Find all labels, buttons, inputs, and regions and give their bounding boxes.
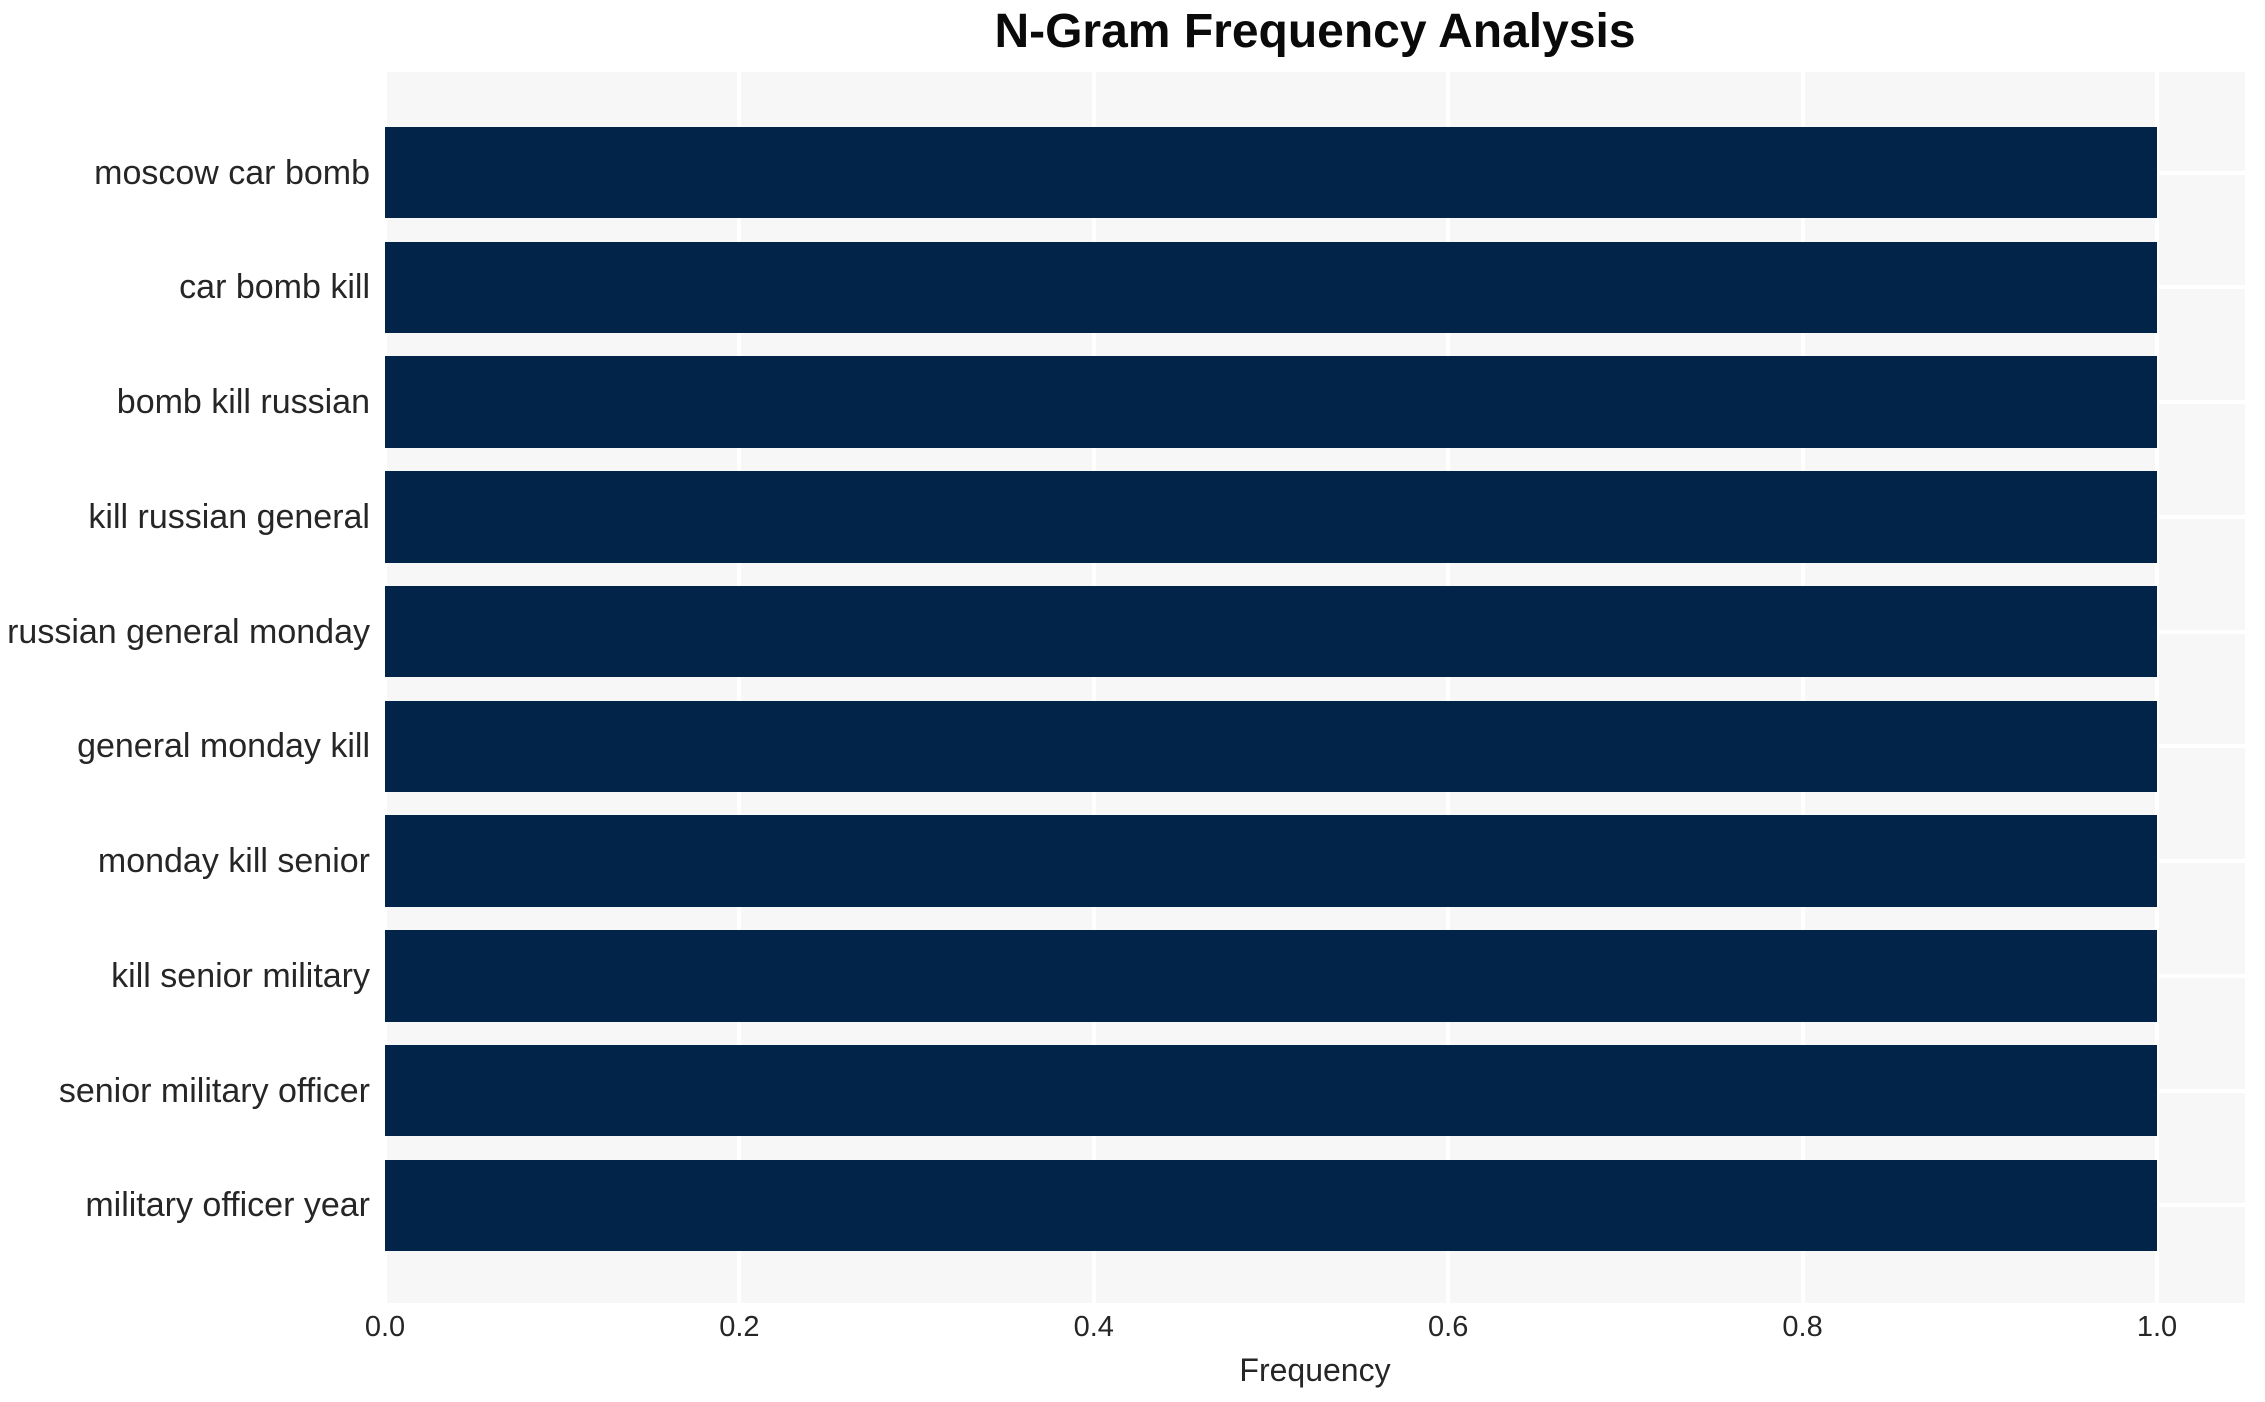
x-gridline <box>2155 72 2159 1303</box>
x-tick-label: 1.0 <box>2136 1311 2178 1343</box>
x-gridline <box>1446 72 1451 1303</box>
chart-title: N-Gram Frequency Analysis <box>994 5 1636 58</box>
y-tick-label: bomb kill russian <box>116 383 370 421</box>
y-tick-label: kill russian general <box>88 497 370 536</box>
y-tick-label: moscow car bomb <box>94 153 370 192</box>
x-axis-ticks: 0.0 0.2 0.4 0.6 0.8 1.0 <box>0 1311 2265 1347</box>
x-gridline <box>1800 72 1805 1303</box>
y-tick-label: military officer year <box>85 1186 370 1225</box>
y-tick-label: general monday kill <box>77 727 370 766</box>
bar-moscow-car-bomb <box>385 126 2157 219</box>
x-gridline <box>385 72 387 1303</box>
bar-russian-general-monday <box>385 585 2157 678</box>
bar-military-officer-year <box>385 1159 2157 1251</box>
x-tick-label: 0.2 <box>719 1311 760 1343</box>
x-tick-label: 0.0 <box>364 1311 406 1343</box>
x-tick-label: 0.6 <box>1428 1311 1469 1343</box>
bar-kill-russian-general <box>385 471 2157 563</box>
y-tick-label: car bomb kill <box>179 268 370 307</box>
x-tick-label: 0.8 <box>1782 1311 1823 1343</box>
bar-bomb-kill-russian <box>385 356 2157 448</box>
x-gridline <box>1091 72 1096 1303</box>
bar-kill-senior-military <box>385 930 2157 1022</box>
bar-senior-military-officer <box>385 1044 2157 1137</box>
x-axis-title: Frequency <box>1239 1352 1391 1388</box>
y-tick-label: monday kill senior <box>97 842 370 880</box>
y-tick-label: senior military officer <box>58 1071 370 1110</box>
bar-car-bomb-kill <box>385 241 2157 333</box>
plot-area <box>385 72 2245 1303</box>
bar-monday-kill-senior <box>385 815 2157 907</box>
y-axis-labels: moscow car bomb car bomb kill bomb kill ru… <box>0 72 370 1303</box>
x-tick-label: 0.4 <box>1073 1311 1114 1343</box>
bar-general-monday-kill <box>385 700 2157 792</box>
x-gridline <box>737 72 742 1303</box>
y-tick-label: kill senior military <box>111 956 370 995</box>
y-tick-label: russian general monday <box>7 612 370 651</box>
